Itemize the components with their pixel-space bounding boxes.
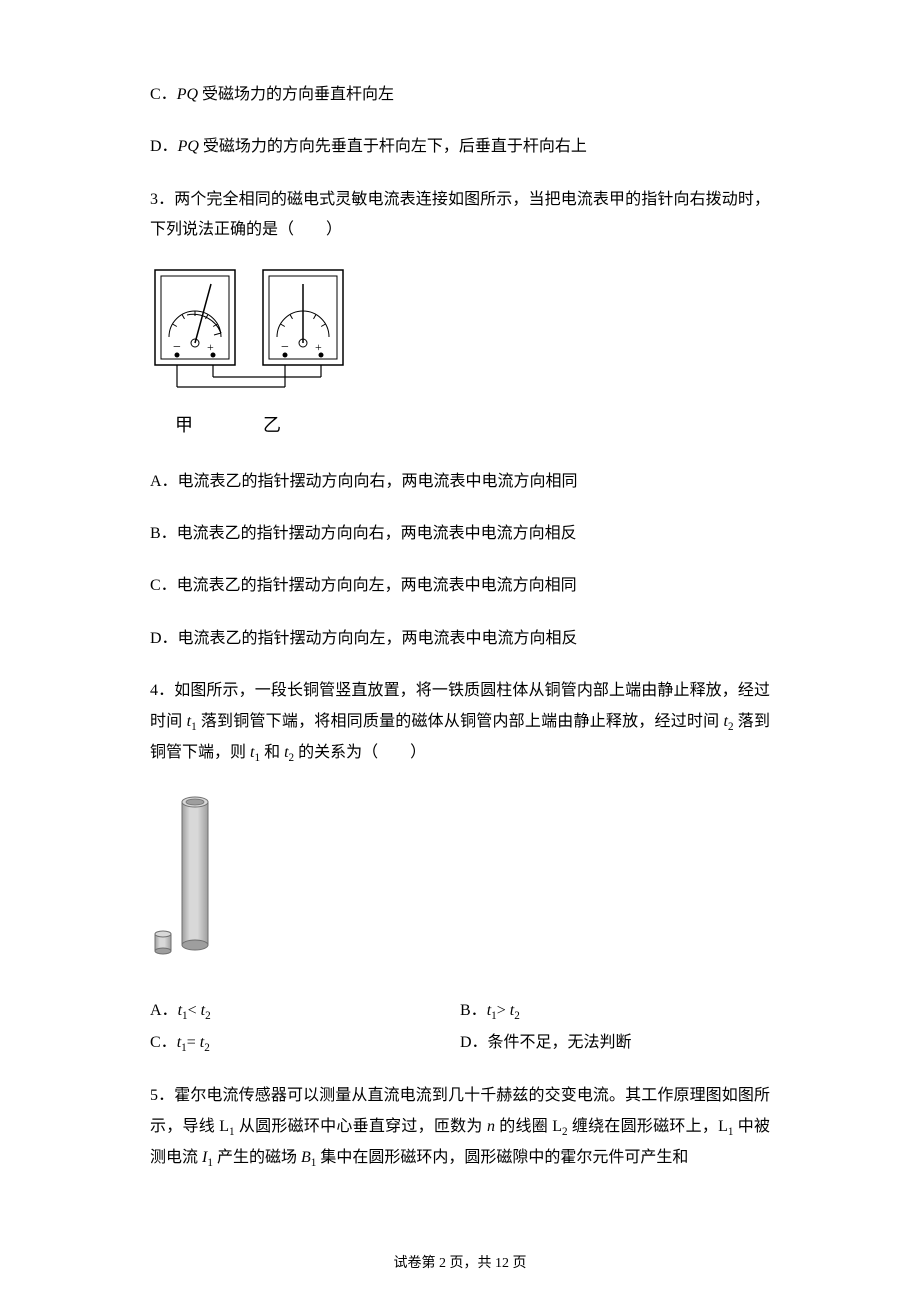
q3-option-b: B．电流表乙的指针摆动方向向右，两电流表中电流方向相反: [150, 519, 770, 549]
q3-option-a: A．电流表乙的指针摆动方向向右，两电流表中电流方向相同: [150, 467, 770, 497]
opt-c-label: C．: [150, 86, 177, 103]
q4-option-c: C．t1= t2: [150, 1028, 460, 1059]
option-c: C．PQ 受磁场力的方向垂直杆向左: [150, 80, 770, 110]
q4-option-a: A．t1< t2: [150, 996, 460, 1027]
galv-label-right: 乙: [263, 415, 351, 435]
galvanometer-labels: 甲乙: [175, 411, 770, 437]
q4-option-b: B．t1> t2: [460, 996, 770, 1027]
page-footer: 试卷第 2 页，共 12 页: [0, 1252, 920, 1272]
q4-option-d: D．条件不足，无法判断: [460, 1028, 770, 1059]
svg-text:−: −: [281, 340, 289, 355]
opt-c-pq: PQ: [177, 86, 198, 103]
tube-svg: [150, 791, 220, 961]
galvanometer-svg: − + − +: [150, 268, 350, 398]
q3-option-c: C．电流表乙的指针摆动方向向左，两电流表中电流方向相同: [150, 571, 770, 601]
svg-text:−: −: [173, 340, 181, 355]
opt-d-pq: PQ: [178, 138, 199, 155]
tube-figure: [150, 791, 770, 966]
opt-d-label: D．: [150, 138, 178, 155]
galvanometer-figure: − + − +: [150, 268, 770, 403]
opt-c-text: 受磁场力的方向垂直杆向左: [198, 86, 394, 103]
galv-label-left: 甲: [175, 415, 263, 435]
option-d: D．PQ 受磁场力的方向先垂直于杆向左下，后垂直于杆向右上: [150, 132, 770, 162]
question-5: 5．霍尔电流传感器可以测量从直流电流到几十千赫兹的交变电流。其工作原理图如图所示…: [150, 1081, 770, 1174]
q3-option-d: D．电流表乙的指针摆动方向向左，两电流表中电流方向相反: [150, 624, 770, 654]
q4-options: A．t1< t2 B．t1> t2 C．t1= t2 D．条件不足，无法判断: [150, 996, 770, 1059]
svg-text:+: +: [207, 340, 214, 354]
opt-d-text: 受磁场力的方向先垂直于杆向左下，后垂直于杆向右上: [199, 138, 587, 155]
svg-text:+: +: [315, 340, 322, 354]
question-4: 4．如图所示，一段长铜管竖直放置，将一铁质圆柱体从铜管内部上端由静止释放，经过时…: [150, 676, 770, 769]
question-3: 3．两个完全相同的磁电式灵敏电流表连接如图所示，当把电流表甲的指针向右拨动时，下…: [150, 185, 770, 246]
